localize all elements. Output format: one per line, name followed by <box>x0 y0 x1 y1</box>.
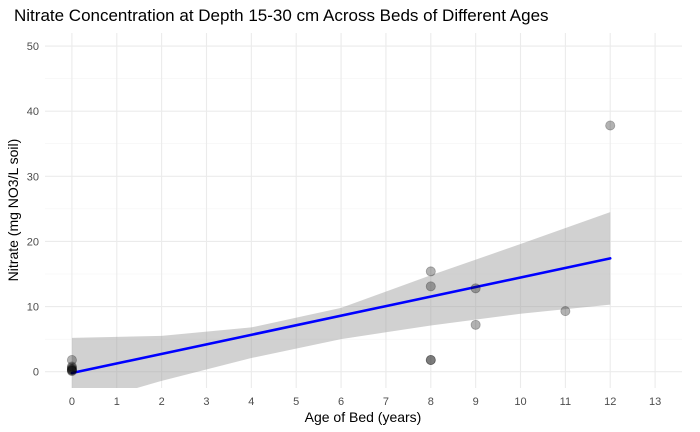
x-tick-label: 5 <box>293 396 299 408</box>
y-tick-label: 50 <box>27 41 39 53</box>
x-tick-label: 2 <box>159 396 165 408</box>
data-point <box>470 283 481 294</box>
data-point <box>425 281 436 292</box>
data-point <box>605 120 616 131</box>
y-tick-label: 40 <box>27 106 39 118</box>
data-point <box>470 319 481 330</box>
x-tick-label: 10 <box>514 396 526 408</box>
x-tick-label: 13 <box>649 396 661 408</box>
points-layer <box>66 120 616 377</box>
x-axis-title: Age of Bed (years) <box>305 409 422 425</box>
x-tick-label: 8 <box>428 396 434 408</box>
x-tick-label: 12 <box>604 396 616 408</box>
fit-line-layer <box>70 257 612 375</box>
data-point <box>66 364 77 375</box>
y-tick-label: 10 <box>27 302 39 314</box>
data-point <box>425 354 436 365</box>
x-tick-label: 0 <box>69 396 75 408</box>
y-axis-title: Nitrate (mg NO3/L soil) <box>5 139 21 282</box>
grid-layer <box>45 33 682 388</box>
x-tick-label: 4 <box>248 396 254 408</box>
data-point <box>66 364 77 375</box>
chart-title: Nitrate Concentration at Depth 15-30 cm … <box>14 6 549 25</box>
data-point <box>66 366 77 377</box>
x-tick-label: 3 <box>203 396 209 408</box>
x-tick-label: 1 <box>114 396 120 408</box>
y-tick-label: 30 <box>27 171 39 183</box>
x-tick-label: 9 <box>473 396 479 408</box>
x-tick-label: 6 <box>338 396 344 408</box>
x-tick-label: 7 <box>383 396 389 408</box>
data-point <box>425 266 436 277</box>
data-point <box>66 362 77 373</box>
data-point <box>66 365 77 376</box>
data-point <box>66 361 77 372</box>
y-tick-label: 0 <box>33 367 39 379</box>
regression-line <box>70 257 612 375</box>
x-tick-label: 11 <box>560 396 571 408</box>
data-point <box>425 354 436 365</box>
y-tick-label: 20 <box>27 236 39 248</box>
data-point <box>560 306 571 317</box>
data-point <box>66 354 77 365</box>
